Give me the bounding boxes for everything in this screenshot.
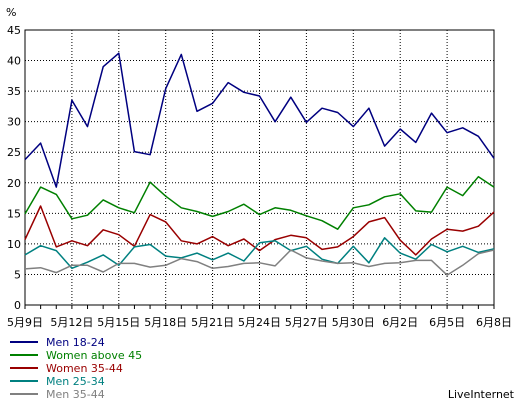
x-tick-label: 5月21日	[191, 316, 234, 329]
y-tick-label: 0	[14, 299, 21, 312]
y-tick-label: 30	[7, 116, 21, 129]
x-tick-label: 6月8日	[476, 316, 512, 329]
x-tick-label: 6月2日	[382, 316, 418, 329]
y-tick-label: 10	[7, 238, 21, 251]
x-tick-label: 5月18日	[144, 316, 187, 329]
series-line-3	[24, 205, 495, 256]
x-tick-label: 6月5日	[429, 316, 465, 329]
x-tick-label: 5月15日	[97, 316, 140, 329]
legend-label-5: Men 35-44	[46, 388, 105, 401]
series-line-4	[24, 237, 495, 270]
x-tick-label: 5月30日	[332, 316, 375, 329]
y-tick-label: 35	[7, 85, 21, 98]
plot-frame	[24, 29, 495, 306]
grid	[25, 30, 494, 305]
y-tick-label: 40	[7, 55, 21, 68]
x-tick-label: 5月9日	[7, 316, 43, 329]
series-line-2	[24, 175, 495, 230]
x-tick-label: 5月12日	[50, 316, 93, 329]
y-tick-label: 25	[7, 146, 21, 159]
legend-label-4: Men 25-34	[46, 375, 105, 388]
axes: 0 5 10 15 20 25 30 35 40 45 5月9日 5月12日 5月15日 5月18日 5月2…	[7, 24, 512, 329]
series-line-1	[24, 52, 495, 188]
legend-label-2: Women above 45	[46, 349, 142, 362]
y-tick-label: 15	[7, 207, 21, 220]
series-layer	[24, 52, 495, 276]
y-tick-label: 45	[7, 24, 21, 37]
series-line-5	[24, 249, 495, 276]
x-tick-label: 5月27日	[285, 316, 328, 329]
y-tick-label: 5	[14, 268, 21, 281]
y-tick-label: 20	[7, 177, 21, 190]
y-axis-label: %	[6, 6, 16, 19]
legend-label-1: Men 18-24	[46, 336, 105, 349]
brand-label: LiveInternet	[448, 388, 515, 401]
legend-label-3: Women 35-44	[46, 362, 123, 375]
x-tick-label: 5月24日	[238, 316, 281, 329]
